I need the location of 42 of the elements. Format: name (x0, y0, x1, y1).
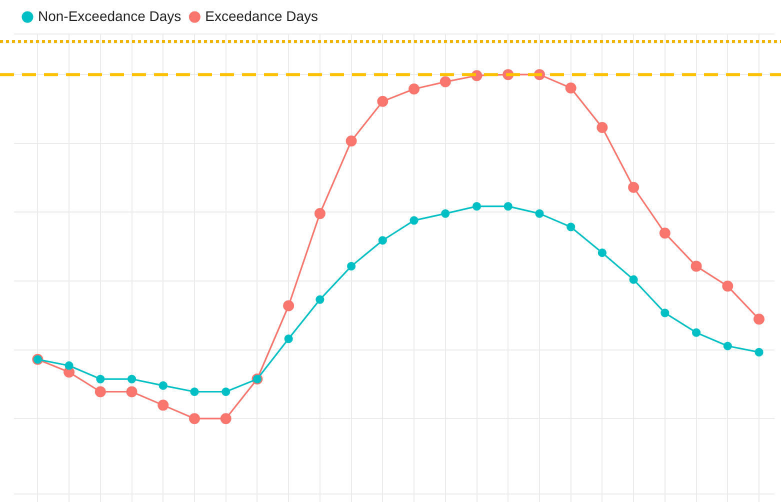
point (565, 82, 576, 94)
point (222, 387, 230, 396)
point (722, 280, 734, 292)
point (94, 386, 106, 398)
point (158, 400, 169, 411)
point (660, 308, 670, 318)
point (158, 381, 168, 390)
point (410, 216, 418, 225)
point (441, 209, 450, 218)
point (628, 182, 640, 193)
point (504, 202, 512, 211)
point (283, 300, 294, 312)
point (316, 295, 324, 304)
point (284, 334, 293, 344)
point (723, 342, 732, 350)
point (754, 348, 764, 356)
point (535, 209, 544, 218)
point (314, 208, 326, 220)
point (127, 374, 136, 384)
point (659, 228, 670, 239)
point (377, 96, 388, 107)
point (629, 275, 638, 284)
point (190, 387, 199, 396)
point (566, 222, 576, 232)
legend-label: Exceedance Days (205, 8, 318, 24)
point (64, 361, 74, 370)
point (692, 328, 701, 337)
point (126, 386, 138, 398)
point (220, 413, 232, 424)
legend-label: Non-Exceedance Days (38, 8, 182, 24)
point (440, 76, 451, 88)
point (754, 314, 765, 325)
point (408, 84, 420, 95)
point (188, 413, 200, 424)
point (596, 122, 608, 134)
point (690, 260, 702, 272)
point (347, 262, 356, 270)
point (472, 202, 482, 211)
point (346, 135, 357, 146)
point (598, 248, 607, 258)
point (378, 236, 387, 245)
point (96, 374, 105, 384)
